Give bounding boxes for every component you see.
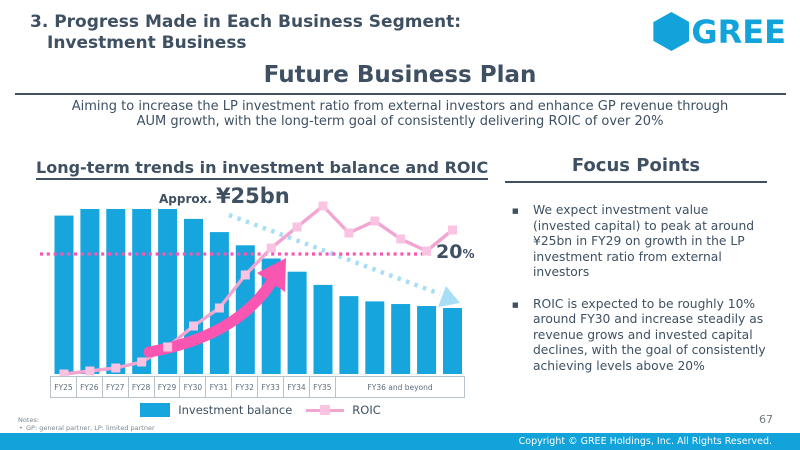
x-axis-label: FY33: [257, 376, 285, 398]
target-annotation: 20%: [436, 241, 474, 263]
x-axis-label: FY36 and beyond: [334, 376, 466, 398]
roic-marker: [85, 366, 95, 376]
roic-marker: [422, 246, 432, 256]
x-axis-label: FY26: [75, 376, 103, 398]
footnote-item: GP: general partner, LP: limited partner: [18, 424, 155, 432]
chart-legend: Investment balance ROIC: [33, 403, 488, 417]
roic-marker: [344, 228, 354, 238]
slide-subtitle: Aiming to increase the LP investment rat…: [0, 99, 800, 129]
gree-logo-text: GREE: [691, 12, 786, 51]
x-axis-label: FY34: [283, 376, 310, 398]
heading-divider: [15, 93, 786, 95]
legend-label-investment-balance: Investment balance: [178, 403, 293, 417]
investment-balance-bar: [80, 209, 100, 374]
investment-balance-bar: [365, 301, 385, 374]
x-axis: FY25 FY26 FY27 FY28 FY29 FY30 FY31 FY32 FY33 FY34…: [50, 376, 466, 398]
investment-balance-bar: [339, 296, 359, 374]
roic-marker: [111, 363, 121, 373]
footer-bar: Copyright © GREE Holdings, Inc. All Righ…: [0, 433, 800, 450]
legend-item-investment-balance: Investment balance: [140, 403, 292, 417]
roic-marker: [370, 216, 380, 226]
legend-item-roic: ROIC: [306, 403, 381, 417]
page-number: 67: [759, 413, 773, 426]
investment-balance-bar: [158, 209, 178, 374]
roic-marker: [266, 243, 276, 253]
peak-annotation-prefix: Approx.: [159, 192, 212, 206]
copyright-text: Copyright © GREE Holdings, Inc. All Righ…: [518, 436, 772, 447]
investment-roic-chart: Approx. ¥25bn 20% FY25 FY26 FY27 FY28 FY29 FY…: [33, 183, 488, 423]
roic-marker: [292, 222, 302, 232]
roic-marker: [137, 357, 147, 367]
roic-line-layer: [63, 203, 454, 376]
slide-title-line2: Investment Business: [47, 33, 247, 53]
roic-markers-layer: [59, 201, 457, 379]
gree-hexagon-icon: [653, 12, 690, 51]
peak-annotation: Approx. ¥25bn: [159, 184, 290, 208]
page-title: Future Business Plan: [263, 62, 537, 88]
roic-marker: [448, 225, 457, 235]
investment-balance-bar: [391, 304, 411, 374]
chart-title: Long-term trends in investment balance a…: [36, 158, 489, 180]
investment-balance-bar: [132, 209, 152, 374]
focus-points-panel: Focus Points We expect investment value …: [505, 155, 767, 390]
footnotes: Notes: GP: general partner, LP: limited …: [18, 416, 155, 432]
roic-marker: [163, 342, 173, 352]
roic-line-marker-icon: [306, 405, 345, 415]
investment-balance-bar: [54, 215, 74, 374]
slide-title-line1: 3. Progress Made in Each Business Segmen…: [30, 12, 462, 32]
investment-balance-bar: [417, 306, 437, 374]
roic-marker: [59, 369, 69, 379]
legend-label-roic: ROIC: [352, 403, 381, 417]
target-annotation-unit: %: [462, 247, 475, 261]
investment-balance-bar: [443, 308, 462, 374]
investment-balance-bar: [209, 232, 229, 374]
x-axis-label: FY29: [153, 376, 181, 398]
roic-marker: [396, 234, 406, 244]
x-axis-label: FY35: [308, 376, 336, 398]
investment-balance-swatch-icon: [140, 403, 171, 417]
subtitle-line2: AUM growth, with the long-term goal of c…: [136, 114, 664, 129]
slide-title: 3. Progress Made in Each Business Segmen…: [30, 12, 461, 54]
chart-plot: [40, 201, 462, 379]
x-axis-label: FY31: [205, 376, 233, 398]
roic-marker: [240, 270, 250, 280]
target-annotation-value: 20: [436, 241, 463, 263]
x-axis-label: FY25: [50, 376, 77, 398]
declining-balance-arrow-icon: [228, 212, 460, 307]
x-axis-label: FY27: [101, 376, 129, 398]
investment-balance-bar: [287, 271, 307, 374]
investment-balance-bar: [313, 284, 333, 374]
x-axis-label: FY32: [231, 376, 259, 398]
roic-marker: [318, 201, 328, 211]
roic-marker: [214, 303, 224, 313]
footnotes-label: Notes:: [18, 416, 39, 424]
investment-balance-bar: [184, 218, 203, 374]
focus-points-title: Focus Points: [505, 155, 767, 183]
investment-balance-bar: [106, 209, 126, 374]
subtitle-line1: Aiming to increase the LP investment rat…: [71, 99, 729, 114]
focus-bullet-2: ROIC is expected to be roughly 10% aroun…: [505, 297, 767, 375]
focus-bullet-1: We expect investment value (invested cap…: [505, 203, 767, 281]
peak-annotation-value: ¥25bn: [215, 184, 290, 208]
roic-marker: [189, 321, 198, 331]
roic-line: [63, 203, 454, 376]
x-axis-label: FY28: [127, 376, 155, 398]
gree-logo: GREE: [653, 12, 786, 51]
focus-points-list: We expect investment value (invested cap…: [505, 203, 767, 374]
x-axis-label: FY30: [179, 376, 207, 398]
